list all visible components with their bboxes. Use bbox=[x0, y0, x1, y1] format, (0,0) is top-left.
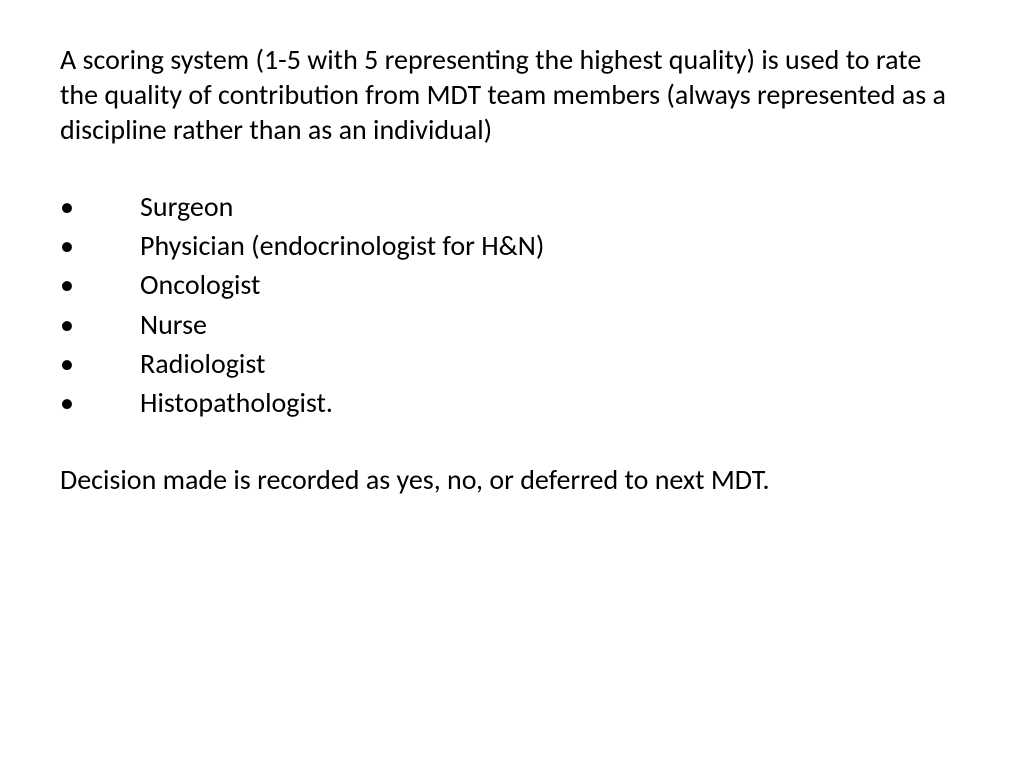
bullet-icon: • bbox=[60, 226, 140, 265]
disciplines-list: • Surgeon • Physician (endocrinologist f… bbox=[60, 187, 964, 422]
list-item-text: Surgeon bbox=[140, 187, 233, 226]
slide-content: A scoring system (1-5 with 5 representin… bbox=[60, 42, 964, 497]
list-item: • Oncologist bbox=[60, 265, 964, 304]
list-item-text: Radiologist bbox=[140, 344, 265, 383]
list-item-text: Oncologist bbox=[140, 265, 260, 304]
bullet-icon: • bbox=[60, 187, 140, 226]
bullet-icon: • bbox=[60, 344, 140, 383]
list-item: • Nurse bbox=[60, 305, 964, 344]
bullet-icon: • bbox=[60, 305, 140, 344]
list-item: • Histopathologist. bbox=[60, 383, 964, 422]
intro-paragraph: A scoring system (1-5 with 5 representin… bbox=[60, 42, 964, 147]
list-item-text: Histopathologist. bbox=[140, 383, 333, 422]
list-item: • Surgeon bbox=[60, 187, 964, 226]
bullet-icon: • bbox=[60, 383, 140, 422]
list-item-text: Physician (endocrinologist for H&N) bbox=[140, 226, 544, 265]
list-item: • Physician (endocrinologist for H&N) bbox=[60, 226, 964, 265]
list-item-text: Nurse bbox=[140, 305, 207, 344]
list-item: • Radiologist bbox=[60, 344, 964, 383]
bullet-icon: • bbox=[60, 265, 140, 304]
closing-paragraph: Decision made is recorded as yes, no, or… bbox=[60, 462, 964, 497]
